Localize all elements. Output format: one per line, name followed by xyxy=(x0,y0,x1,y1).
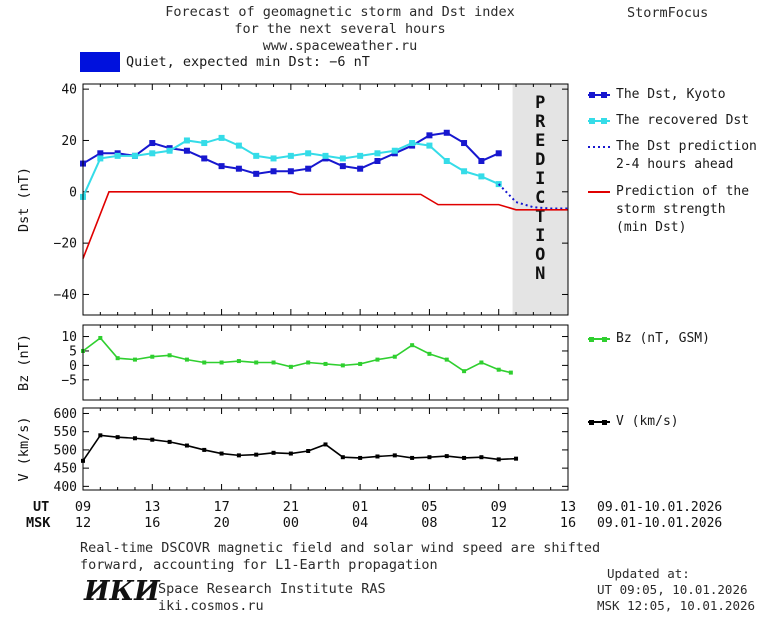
v-y-tick-label: 400 xyxy=(54,480,77,495)
bz-y-tick-label: −5 xyxy=(61,373,77,388)
status-label: Quiet, expected min Dst: −6 nT xyxy=(126,54,370,70)
storm-strength-line-icon xyxy=(588,191,610,193)
ut-tick-label: 09 xyxy=(491,499,507,515)
prediction-band-letter: T xyxy=(535,207,545,227)
ut-row-label: UT xyxy=(33,499,49,515)
legend-v-label: V (km/s) xyxy=(616,414,679,429)
title-line-2: for the next several hours xyxy=(234,21,446,37)
series-v-km-s- xyxy=(82,434,517,462)
dst-prediction-dotted-line-icon xyxy=(588,146,610,148)
title-line-1: Forecast of geomagnetic storm and Dst in… xyxy=(165,4,515,20)
msk-tick-label: 12 xyxy=(75,515,91,531)
legend-dst-prediction: The Dst prediction 2-4 hours ahead xyxy=(588,138,757,174)
msk-tick-label: 08 xyxy=(421,515,437,531)
dst-y-tick-label: −20 xyxy=(54,237,77,252)
ut-tick-label: 05 xyxy=(421,499,437,515)
v-y-tick-label: 500 xyxy=(54,443,77,458)
propagation-note: Real-time DSCOVR magnetic field and sola… xyxy=(80,540,600,574)
chart-title: Forecast of geomagnetic storm and Dst in… xyxy=(60,4,620,55)
legend-dst-kyoto-label: The Dst, Kyoto xyxy=(616,87,726,102)
msk-row-label: MSK xyxy=(26,515,51,531)
ut-date-range: 09.01-10.01.2026 xyxy=(597,500,722,515)
v-y-tick-label: 450 xyxy=(54,462,77,477)
series-the-recovered-dst xyxy=(82,136,500,198)
series-bz-nt-gsm- xyxy=(82,336,512,374)
dst-y-tick-label: −40 xyxy=(54,288,77,303)
bz-y-tick-label: 5 xyxy=(69,344,77,359)
prediction-band-letter: C xyxy=(535,188,545,208)
title-line-3: www.spaceweather.ru xyxy=(262,38,418,54)
v-y-tick-label: 600 xyxy=(54,407,77,422)
msk-tick-label: 04 xyxy=(352,515,368,531)
dst-kyoto-line-icon xyxy=(588,92,610,98)
updated-msk-time: MSK 12:05, 10.01.2026 xyxy=(597,598,756,613)
institute-site: iki.cosmos.ru xyxy=(158,598,264,614)
status-banner: Quiet, expected min Dst: −6 nT xyxy=(80,52,500,72)
legend-bz-label: Bz (nT, GSM) xyxy=(616,331,710,346)
prediction-band-letter: R xyxy=(535,112,546,132)
prediction-band-letter: E xyxy=(535,131,545,151)
stormfocus-brand: StormFocus xyxy=(627,5,709,21)
msk-tick-label: 00 xyxy=(283,515,299,531)
msk-tick-label: 16 xyxy=(144,515,160,531)
legend-dst-kyoto: The Dst, Kyoto xyxy=(588,86,726,104)
legend-dst-prediction-line2: 2-4 hours ahead xyxy=(616,157,734,172)
dst-y-tick-label: 40 xyxy=(61,83,77,98)
x-axis-labels: 09121316172021000104050809121316UTMSK09.… xyxy=(26,499,722,531)
series-the-dst-prediction-2-4-hours-ahead xyxy=(497,183,568,210)
legend-recovered-dst: The recovered Dst xyxy=(588,112,749,130)
updated-at-label: Updated at: xyxy=(607,566,690,581)
ut-tick-label: 13 xyxy=(144,499,160,515)
legend-storm-strength: Prediction of the storm strength (min Ds… xyxy=(588,183,749,237)
v-line-icon xyxy=(588,420,610,425)
msk-date-range: 09.01-10.01.2026 xyxy=(597,516,722,531)
v-y-tick-label: 550 xyxy=(54,425,77,440)
dst-y-tick-label: 20 xyxy=(61,134,77,149)
prediction-band xyxy=(512,84,568,315)
institute-name: Space Research Institute RAS xyxy=(158,581,386,597)
dst-y-tick-label: 0 xyxy=(69,185,77,200)
ut-tick-label: 09 xyxy=(75,499,91,515)
legend-bz: Bz (nT, GSM) xyxy=(588,330,710,348)
legend-storm-strength-line2: storm strength xyxy=(616,202,726,217)
legend-dst-prediction-line1: The Dst prediction xyxy=(616,139,757,154)
bz-y-tick-label: 10 xyxy=(61,330,77,345)
legend-recovered-dst-label: The recovered Dst xyxy=(616,113,750,128)
iki-logo: ИКИ xyxy=(84,576,160,607)
msk-tick-label: 12 xyxy=(491,515,507,531)
quiet-level-swatch xyxy=(80,52,120,72)
prediction-band-letter: O xyxy=(535,245,545,265)
recovered-dst-line-icon xyxy=(588,118,610,124)
prediction-band-letter: N xyxy=(535,264,545,284)
ut-tick-label: 13 xyxy=(560,499,576,515)
v-axis-title: V (km/s) xyxy=(16,416,32,481)
updated-ut-time: UT 09:05, 10.01.2026 xyxy=(597,582,748,597)
ut-tick-label: 01 xyxy=(352,499,368,515)
prediction-band-letter: D xyxy=(535,150,545,170)
msk-tick-label: 16 xyxy=(560,515,576,531)
propagation-note-line2: forward, accounting for L1-Earth propaga… xyxy=(80,557,438,573)
legend-storm-strength-line3: (min Dst) xyxy=(616,220,687,235)
bz-y-tick-label: 0 xyxy=(69,359,77,374)
bz-line-icon xyxy=(588,337,610,342)
bz-axis-title: Bz (nT) xyxy=(16,334,32,391)
prediction-band-letter: P xyxy=(535,93,545,113)
prediction-band-letter: I xyxy=(535,169,545,189)
dst-axis-title: Dst (nT) xyxy=(16,167,32,232)
ut-tick-label: 21 xyxy=(283,499,299,515)
dst-panel: 40 20 0 −20 −40 Dst (nT) xyxy=(16,83,569,316)
legend-v: V (km/s) xyxy=(588,413,679,431)
prediction-band-letter: I xyxy=(535,226,545,246)
msk-tick-label: 20 xyxy=(213,515,229,531)
ut-tick-label: 17 xyxy=(213,499,229,515)
v-panel: 600 550 500 450 400 V (km/s) xyxy=(16,407,569,495)
series-prediction-of-the-storm-strength-min-dst- xyxy=(82,191,568,259)
legend-storm-strength-line1: Prediction of the xyxy=(616,184,750,199)
propagation-note-line1: Real-time DSCOVR magnetic field and sola… xyxy=(80,540,601,556)
